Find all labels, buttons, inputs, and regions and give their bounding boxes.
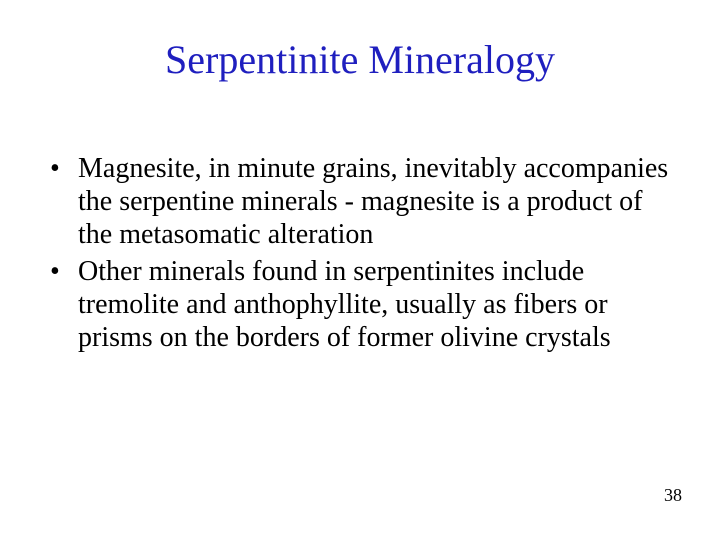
bullet-list: Magnesite, in minute grains, inevitably …: [50, 152, 670, 354]
bullet-item: Other minerals found in serpentinites in…: [50, 255, 670, 354]
bullet-item: Magnesite, in minute grains, inevitably …: [50, 152, 670, 251]
slide-title: Serpentinite Mineralogy: [0, 36, 720, 83]
slide-body: Magnesite, in minute grains, inevitably …: [50, 152, 670, 358]
page-number: 38: [664, 485, 682, 506]
bullet-text: Other minerals found in serpentinites in…: [78, 256, 611, 353]
bullet-text: Magnesite, in minute grains, inevitably …: [78, 153, 668, 250]
slide: Serpentinite Mineralogy Magnesite, in mi…: [0, 0, 720, 540]
